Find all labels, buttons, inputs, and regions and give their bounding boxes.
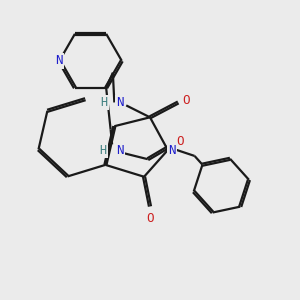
Text: N: N: [116, 96, 124, 109]
Text: N: N: [116, 144, 123, 157]
Text: O: O: [146, 212, 154, 225]
Text: O: O: [182, 94, 189, 107]
Text: H: H: [100, 96, 107, 109]
Text: N: N: [169, 143, 176, 157]
Text: H: H: [100, 144, 107, 157]
Text: N: N: [56, 54, 63, 67]
Text: O: O: [177, 135, 184, 148]
